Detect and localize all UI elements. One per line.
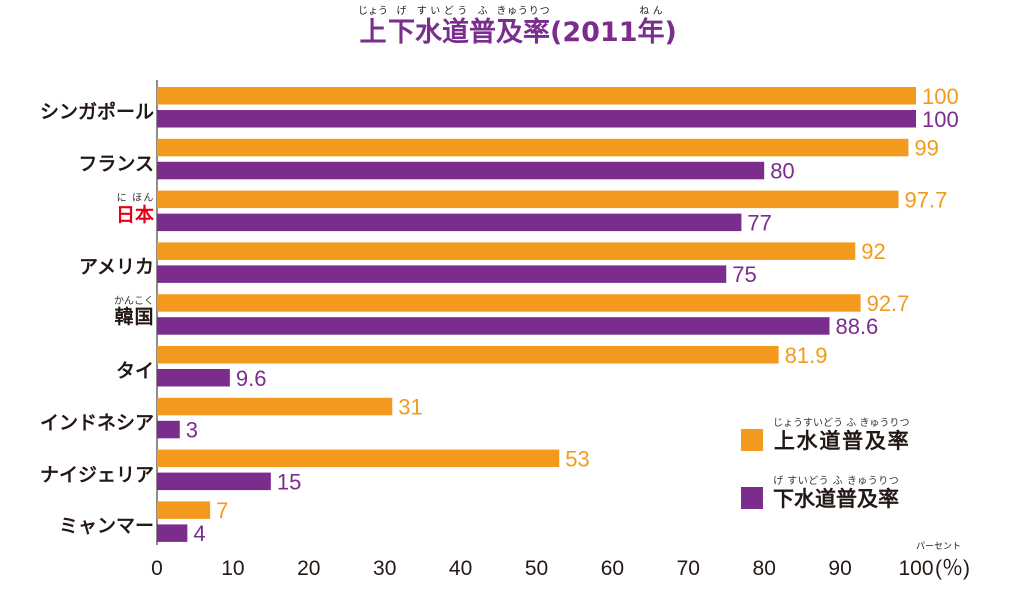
title-segment: (2011 — [550, 17, 638, 48]
bar-water-supply — [157, 294, 861, 312]
x-tick-label: 20 — [297, 557, 320, 580]
category-label: 韓国かんこく — [114, 296, 154, 329]
legend-item-sewerage: 下水道普及率げ すいどう ふ きゅうりつ — [741, 476, 899, 513]
data-label: 100 — [922, 107, 959, 132]
bar-sewerage — [157, 213, 742, 232]
data-label: 9.6 — [236, 366, 267, 391]
data-label: 75 — [732, 262, 756, 287]
title-segment: 下げ — [388, 6, 415, 48]
title-segment: 水道すいどう — [415, 6, 469, 48]
x-tick-label: 90 — [828, 557, 851, 580]
data-label: 80 — [770, 159, 794, 184]
bar-water-supply — [157, 501, 211, 519]
x-tick-label: 50 — [525, 557, 548, 580]
legend-ruby: げ すいどう ふ きゅうりつ — [773, 476, 899, 487]
x-tick-label: 80 — [753, 557, 776, 580]
bar-water-supply — [157, 138, 909, 157]
data-label: 97.7 — [905, 187, 948, 212]
data-label: 4 — [193, 521, 205, 546]
data-label: 81.9 — [785, 343, 828, 368]
data-label: 100 — [922, 84, 959, 109]
x-tick-label: 10 — [221, 557, 244, 580]
title-segment: 普ふ — [469, 6, 496, 48]
bar-sewerage — [157, 265, 727, 283]
title-segment: 及率きゅうりつ — [496, 6, 550, 48]
category-label: ミャンマー — [58, 515, 154, 538]
title-segment: 上じょう — [358, 6, 388, 48]
bar-sewerage — [157, 420, 180, 439]
title-segment: ) — [664, 17, 677, 48]
data-label: 7 — [216, 498, 228, 523]
category-label: 日本に ほん — [115, 192, 154, 226]
category-label: アメリカ — [78, 256, 154, 279]
data-label: 77 — [747, 210, 771, 235]
data-label: 92.7 — [867, 291, 910, 316]
bar-sewerage — [157, 472, 271, 491]
bar-water-supply — [157, 397, 393, 416]
legend-label: 下水道普及率 — [773, 487, 899, 511]
data-label: 53 — [565, 446, 589, 471]
category-label: タイ — [115, 360, 154, 382]
x-unit-label: (％) — [935, 557, 970, 580]
x-tick-label: 70 — [677, 557, 700, 580]
legend-label: 上水道普及率 — [773, 429, 910, 453]
bar-sewerage — [157, 524, 188, 542]
bar-sewerage — [157, 110, 916, 128]
legend-ruby: じょうすいどう ふ きゅうりつ — [773, 418, 910, 429]
legend-swatch-purple — [741, 487, 763, 509]
bar-water-supply — [157, 346, 779, 364]
category-label: フランス — [78, 152, 154, 175]
bar-sewerage — [157, 317, 830, 335]
data-label: 99 — [914, 136, 938, 161]
bar-water-supply — [157, 87, 916, 105]
data-label: 88.6 — [835, 314, 878, 339]
x-tick-label: 30 — [373, 557, 396, 580]
x-unit-ruby: パーセント — [916, 541, 961, 552]
bar-sewerage — [157, 369, 230, 387]
bar-water-supply — [157, 190, 899, 209]
bar-water-supply — [157, 242, 856, 260]
data-label: 3 — [186, 418, 198, 443]
title-segment: 年ねん — [637, 6, 665, 48]
x-tick-label: 40 — [449, 557, 472, 580]
x-tick-label: 0 — [151, 557, 163, 580]
category-label: ナイジェリア — [39, 463, 154, 486]
chart-title: 上じょう下げ水道すいどう普ふ及率きゅうりつ(2011 年ねん) — [358, 6, 677, 49]
legend-swatch-orange — [741, 429, 763, 451]
legend-item-water-supply: 上水道普及率じょうすいどう ふ きゅうりつ — [741, 418, 909, 455]
data-label: 92 — [861, 239, 885, 264]
x-tick-label: 100 — [898, 557, 933, 580]
bar-water-supply — [157, 449, 560, 468]
category-label: シンガポール — [39, 101, 154, 123]
category-label: インドネシア — [39, 411, 154, 434]
bar-sewerage — [157, 161, 765, 180]
data-label: 15 — [277, 469, 301, 494]
data-label: 31 — [398, 395, 422, 420]
x-tick-label: 60 — [601, 557, 624, 580]
